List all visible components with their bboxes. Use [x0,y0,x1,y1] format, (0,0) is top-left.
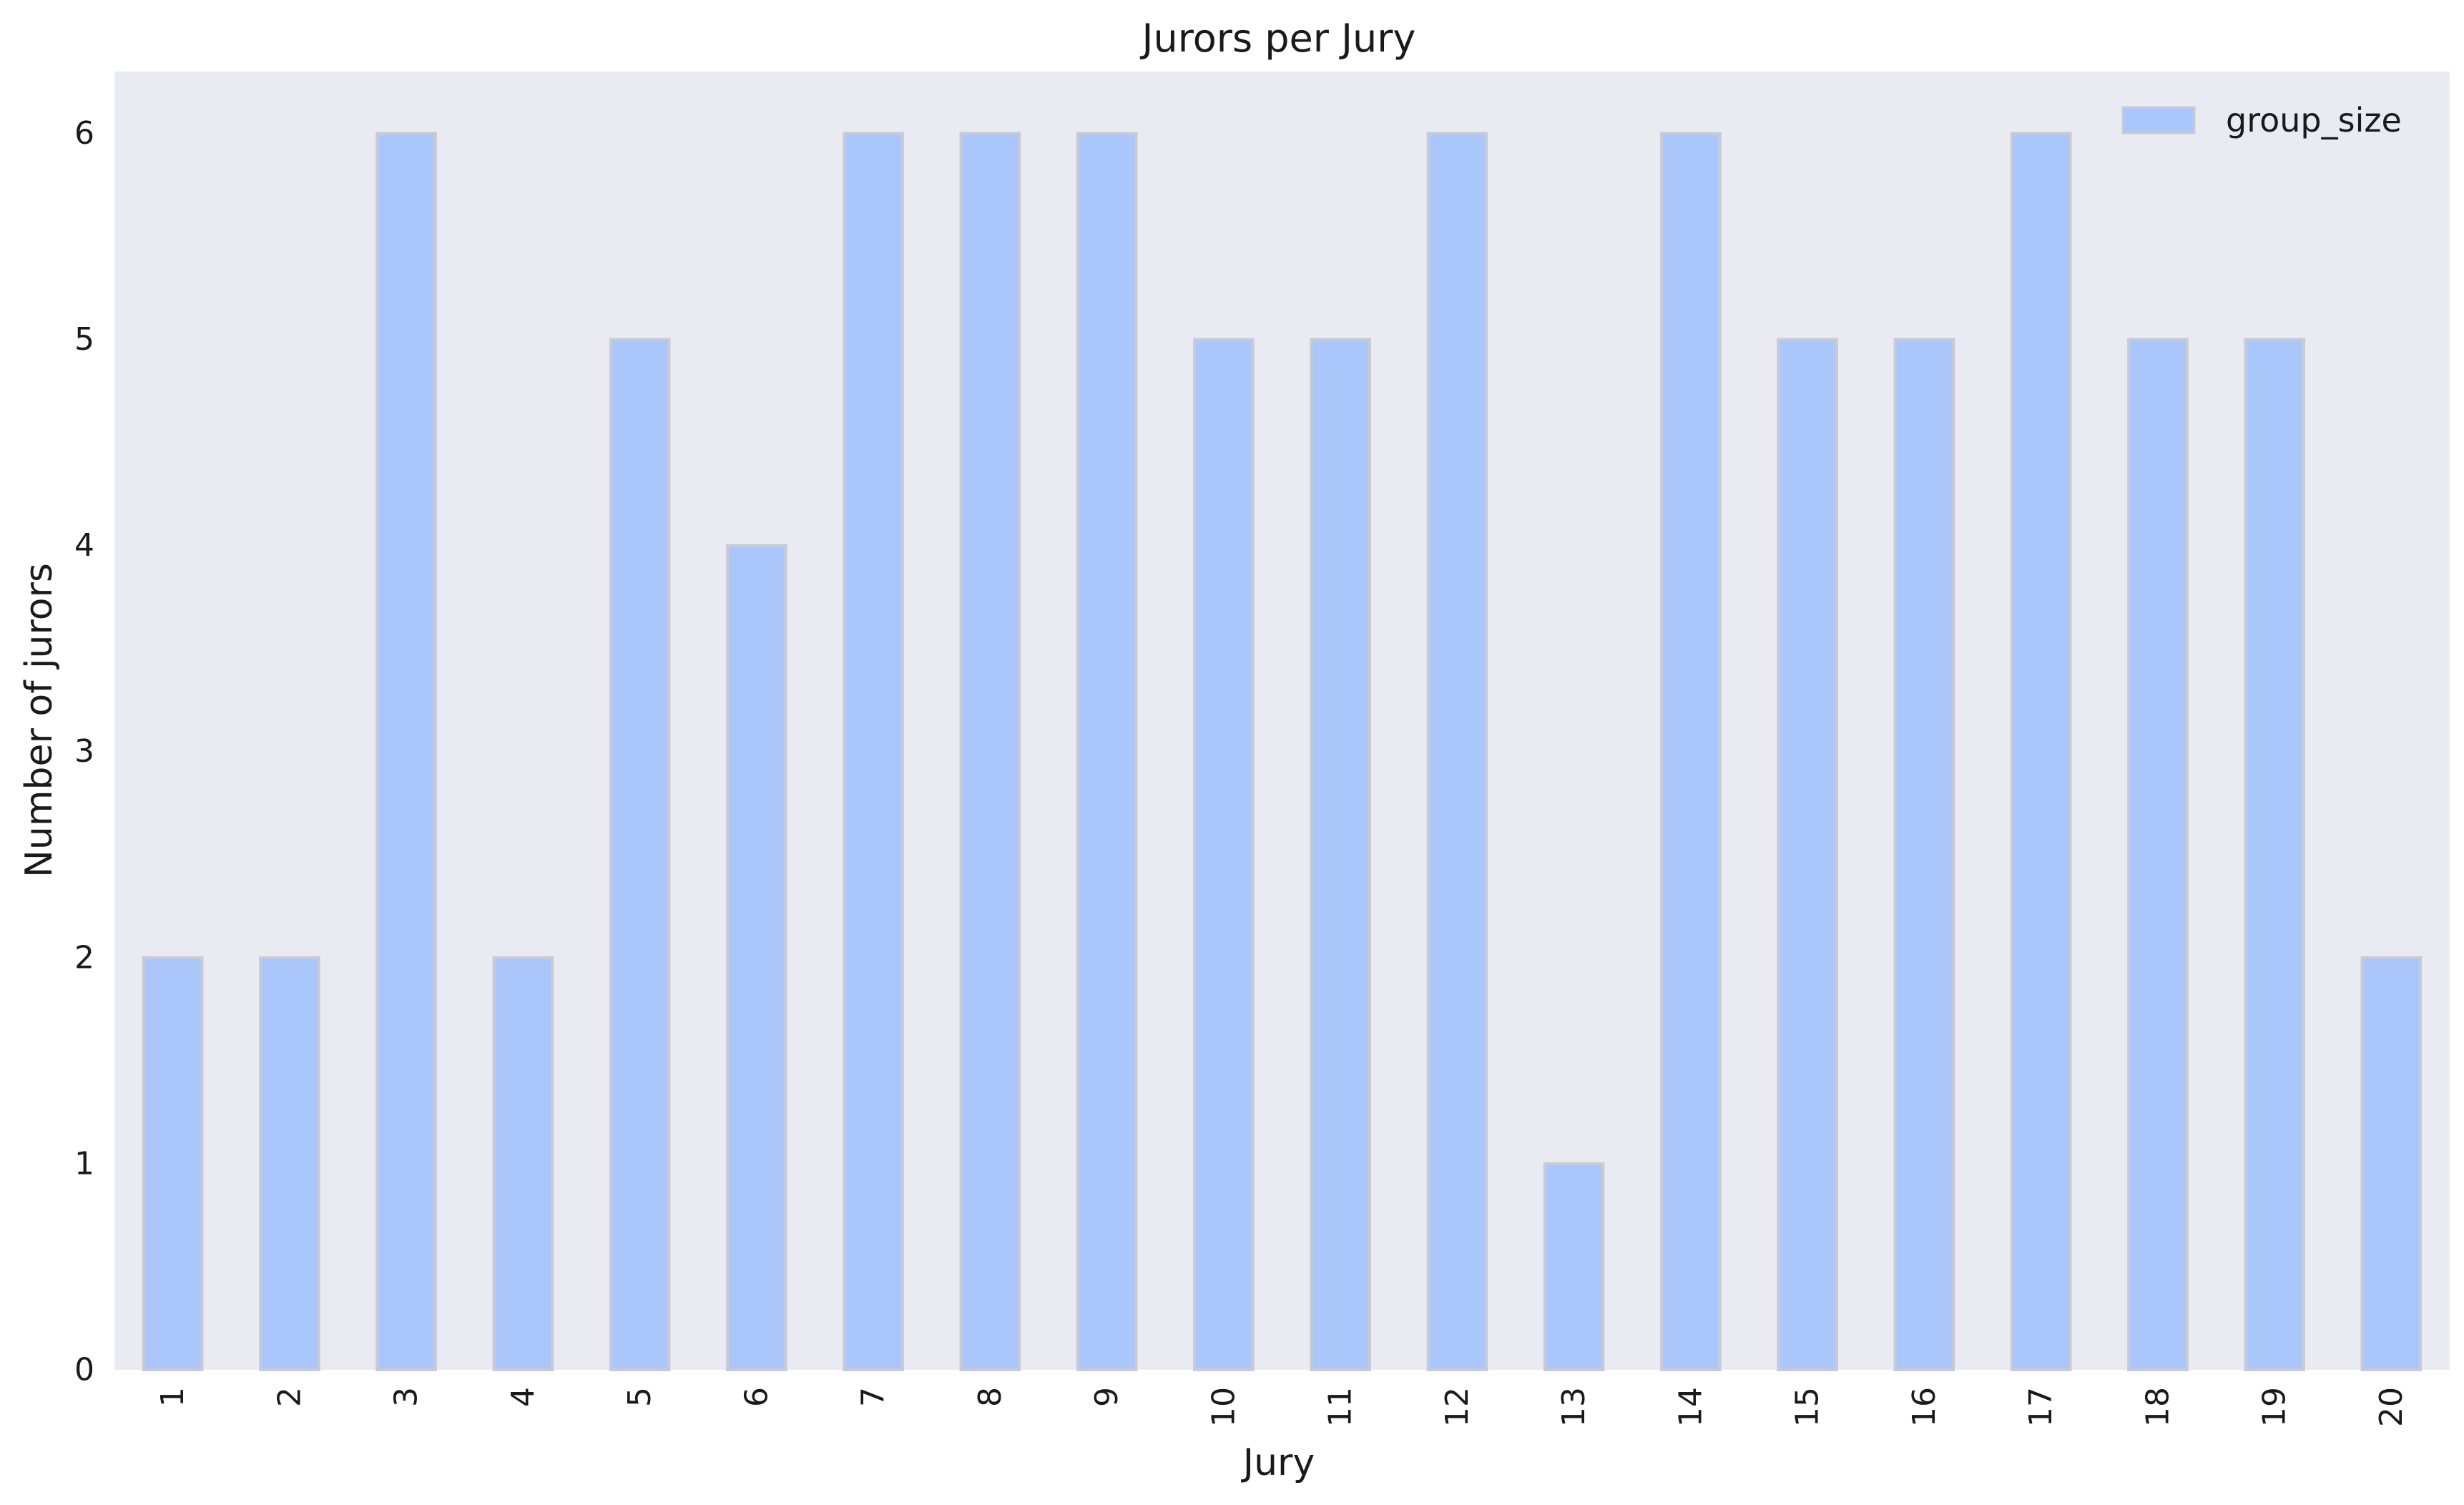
x-tick-label-8: 8 [972,1387,1008,1407]
y-tick-label-3: 3 [74,733,94,770]
bar-jury-14 [1660,132,1722,1371]
legend: group_size [2121,101,2402,139]
bar-jury-9 [1076,132,1138,1371]
x-tick-label-3: 3 [388,1387,425,1407]
x-tick-label-13: 13 [1556,1387,1592,1427]
x-tick-label-12: 12 [1439,1387,1476,1427]
bar-jury-11 [1310,338,1371,1371]
bar-jury-4 [492,956,554,1372]
bar-jury-3 [376,132,437,1371]
bar-jury-16 [1893,338,1955,1371]
x-tick-label-9: 9 [1089,1387,1125,1407]
y-axis-label: Number of jurors [18,563,61,878]
bar-jury-6 [726,544,787,1371]
y-tick-label-1: 1 [74,1145,94,1182]
bar-jury-20 [2360,956,2423,1372]
y-axis-ticks: 0 1 2 3 4 5 6 [74,115,94,1388]
x-tick-label-4: 4 [505,1387,541,1407]
x-tick-label-20: 20 [2373,1387,2410,1427]
bar-jury-10 [1193,338,1255,1371]
bar-jury-1 [142,956,204,1372]
x-tick-label-6: 6 [738,1387,775,1407]
y-tick-label-5: 5 [74,321,94,358]
x-tick-label-16: 16 [1906,1387,1943,1427]
y-tick-label-4: 4 [74,527,94,564]
bar-jury-15 [1777,338,1838,1371]
bar-jury-13 [1543,1162,1605,1372]
x-tick-label-2: 2 [271,1387,308,1407]
x-tick-label-14: 14 [1672,1387,1709,1427]
x-tick-label-17: 17 [2023,1387,2059,1427]
legend-swatch [2121,106,2196,134]
bar-jury-2 [259,956,320,1372]
bar-jury-7 [843,132,904,1371]
y-tick-label-2: 2 [74,939,94,976]
bars-group [142,132,2423,1372]
x-tick-label-1: 1 [154,1387,191,1407]
x-tick-label-19: 19 [2257,1387,2293,1427]
x-tick-label-18: 18 [2139,1387,2176,1427]
x-tick-label-15: 15 [1790,1387,1826,1427]
x-tick-label-7: 7 [855,1387,892,1407]
bar-jury-12 [1426,132,1488,1371]
bar-jury-8 [959,132,1021,1371]
y-tick-label-0: 0 [74,1352,94,1388]
bar-jury-18 [2127,338,2189,1371]
bar-jury-5 [609,338,671,1371]
plot-background [114,72,2450,1370]
x-tick-label-11: 11 [1322,1387,1359,1427]
x-axis-label: Jury [1241,1441,1315,1484]
bar-jury-17 [2010,132,2072,1371]
x-axis-ticks: 1 2 3 4 5 6 7 8 9 10 11 12 13 14 15 16 17 18 19 20 [154,1387,2410,1427]
chart-title: Jurors per Jury [1140,16,1416,61]
legend-label: group_size [2226,101,2402,139]
x-tick-label-10: 10 [1205,1387,1242,1427]
bar-jury-19 [2244,338,2305,1371]
x-tick-label-5: 5 [622,1387,658,1407]
y-tick-label-6: 6 [74,115,94,152]
